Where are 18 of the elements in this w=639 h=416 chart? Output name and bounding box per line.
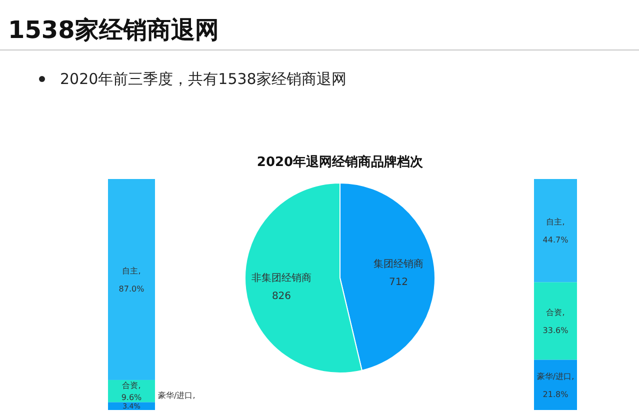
series-label: 合资, [546, 308, 565, 317]
data-label: 826 [272, 290, 292, 302]
data-label: 87.0% [118, 284, 145, 294]
data-label: 712 [388, 277, 408, 288]
series-label: 豪华/进口, [536, 372, 574, 381]
data-label: 33.6% [542, 326, 569, 335]
series-label: 合资, [122, 381, 141, 390]
slice-label: 集团经销商 [374, 258, 424, 270]
chart-title: 2020年退网经销商品牌档次 [256, 154, 424, 170]
data-label: 44.7% [542, 236, 569, 245]
data-label: 21.8% [542, 390, 569, 399]
slice-label: 非集团经销商 [252, 272, 312, 284]
series-label: 自主, [122, 266, 141, 276]
text: 1538家经销商退网 [8, 16, 219, 44]
series-label: 自主, [546, 218, 565, 227]
data-label: 9.6% [121, 393, 142, 402]
series-label: 豪华/进口, [158, 391, 196, 400]
text: 2020年前三季度，共有1538家经销商退网 [60, 70, 346, 88]
